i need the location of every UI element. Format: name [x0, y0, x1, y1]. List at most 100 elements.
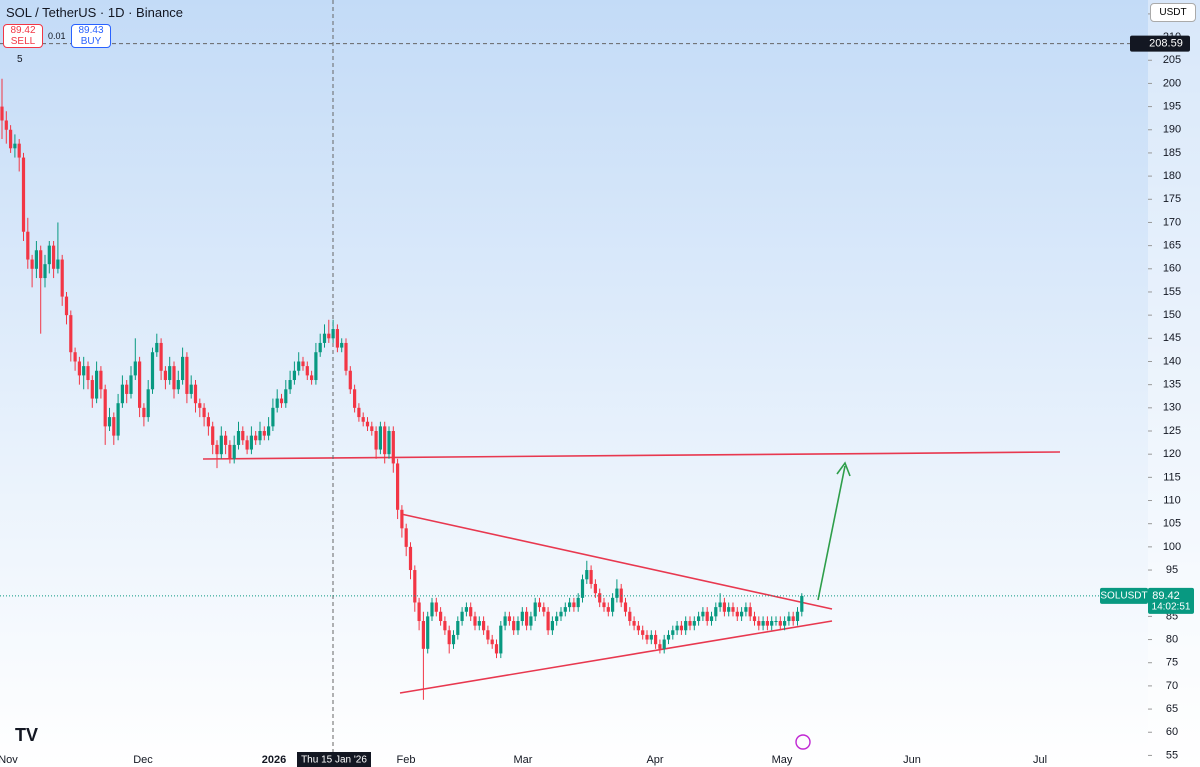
candle-body [563, 607, 567, 612]
candle-body [400, 509, 404, 529]
candle-body [598, 593, 602, 603]
triangle-upper [400, 513, 833, 610]
candle-body [752, 616, 757, 622]
candle-body [370, 426, 374, 432]
candle-body [331, 329, 335, 339]
x-tick-label: Feb [397, 754, 416, 766]
y-tick-label: 110 [1163, 494, 1181, 506]
candle-body [679, 625, 683, 631]
candle-body [494, 644, 499, 654]
candle-body [30, 259, 34, 269]
buy-button[interactable]: 89.43 BUY [71, 24, 111, 48]
candle-body [236, 431, 241, 445]
candle-body [408, 546, 413, 571]
y-tick-label: 75 [1166, 657, 1178, 669]
candle-body [559, 611, 563, 617]
y-tick-label: 155 [1163, 286, 1181, 298]
candle-body [146, 389, 150, 418]
candle-body [537, 602, 542, 608]
candle-body [451, 634, 456, 645]
candle-body [43, 264, 47, 279]
candle-body [314, 352, 318, 381]
event-icon [795, 734, 811, 750]
indicator-count[interactable]: 5 [17, 54, 23, 65]
y-tick-label: 125 [1163, 425, 1181, 437]
crosshair-price-box [1130, 35, 1190, 52]
last-price-box [1148, 587, 1194, 614]
spread: 0.01 [48, 31, 66, 41]
candle-body [503, 616, 507, 626]
candle-body [692, 621, 696, 626]
candle-body [232, 444, 236, 459]
candle-body [348, 370, 352, 390]
y-tick-label: 100 [1163, 541, 1181, 553]
y-tick-label: 150 [1163, 309, 1181, 321]
candle-body [215, 444, 219, 455]
candle-body [267, 426, 271, 436]
candle-body [198, 403, 202, 408]
candle-body [344, 342, 348, 371]
candle-body [783, 621, 787, 626]
y-tick-label: 70 [1166, 680, 1178, 692]
candle-body [391, 431, 395, 464]
candle-body [21, 157, 26, 232]
candle-body [150, 352, 155, 390]
candle-body [116, 403, 120, 436]
candle-body [542, 607, 546, 612]
candle-body [568, 602, 572, 608]
candle-body [73, 352, 77, 362]
candle-body [52, 245, 56, 269]
candle-body [550, 621, 554, 631]
candle-body [757, 621, 761, 626]
x-tick-label: 2026 [262, 754, 286, 766]
y-tick-label: 105 [1163, 518, 1181, 530]
candle-body [305, 366, 309, 376]
candle-body [447, 630, 451, 645]
candle-body [456, 621, 460, 635]
candle-body [490, 639, 494, 645]
candle-body [69, 315, 73, 353]
candle-body [464, 607, 468, 612]
candle-body [219, 435, 223, 455]
candle-body [735, 611, 739, 617]
candle-body [684, 621, 688, 631]
candle-body [133, 361, 137, 376]
y-tick-label: 95 [1166, 564, 1178, 576]
candle-body [709, 616, 714, 622]
sell-button[interactable]: 89.42 SELL [3, 24, 43, 48]
y-tick-label: 190 [1163, 124, 1181, 136]
candle-body [512, 621, 516, 631]
y-tick-label: 195 [1163, 100, 1181, 112]
candle-body [417, 602, 421, 622]
candle-body [580, 579, 585, 598]
candle-body [585, 570, 589, 580]
currency-select[interactable]: USDT [1150, 3, 1196, 22]
candle-body [0, 106, 4, 121]
sell-label: SELL [10, 36, 36, 47]
buy-label: BUY [80, 36, 102, 47]
y-tick-label: 160 [1163, 263, 1181, 275]
candle-body [249, 435, 253, 450]
candle-body [138, 361, 142, 408]
candle-body [125, 384, 129, 394]
candle-body [572, 602, 576, 608]
candle-body [142, 407, 146, 418]
countdown: 14:02:51 [1152, 602, 1191, 613]
candle-body [589, 570, 593, 584]
y-tick-label: 65 [1166, 703, 1178, 715]
candle-body [258, 431, 262, 441]
candle-body [155, 342, 159, 353]
candle-body [193, 384, 198, 404]
candle-body [9, 129, 13, 149]
candle-body [434, 602, 438, 612]
candle-body [64, 296, 69, 316]
candle-body [688, 621, 692, 626]
candle-body [641, 630, 645, 635]
candle-body [13, 143, 17, 149]
y-tick-label: 120 [1163, 448, 1181, 460]
candle-body [787, 616, 791, 622]
candle-body [486, 630, 490, 640]
candle-body [623, 602, 628, 612]
candle-body [662, 639, 666, 649]
